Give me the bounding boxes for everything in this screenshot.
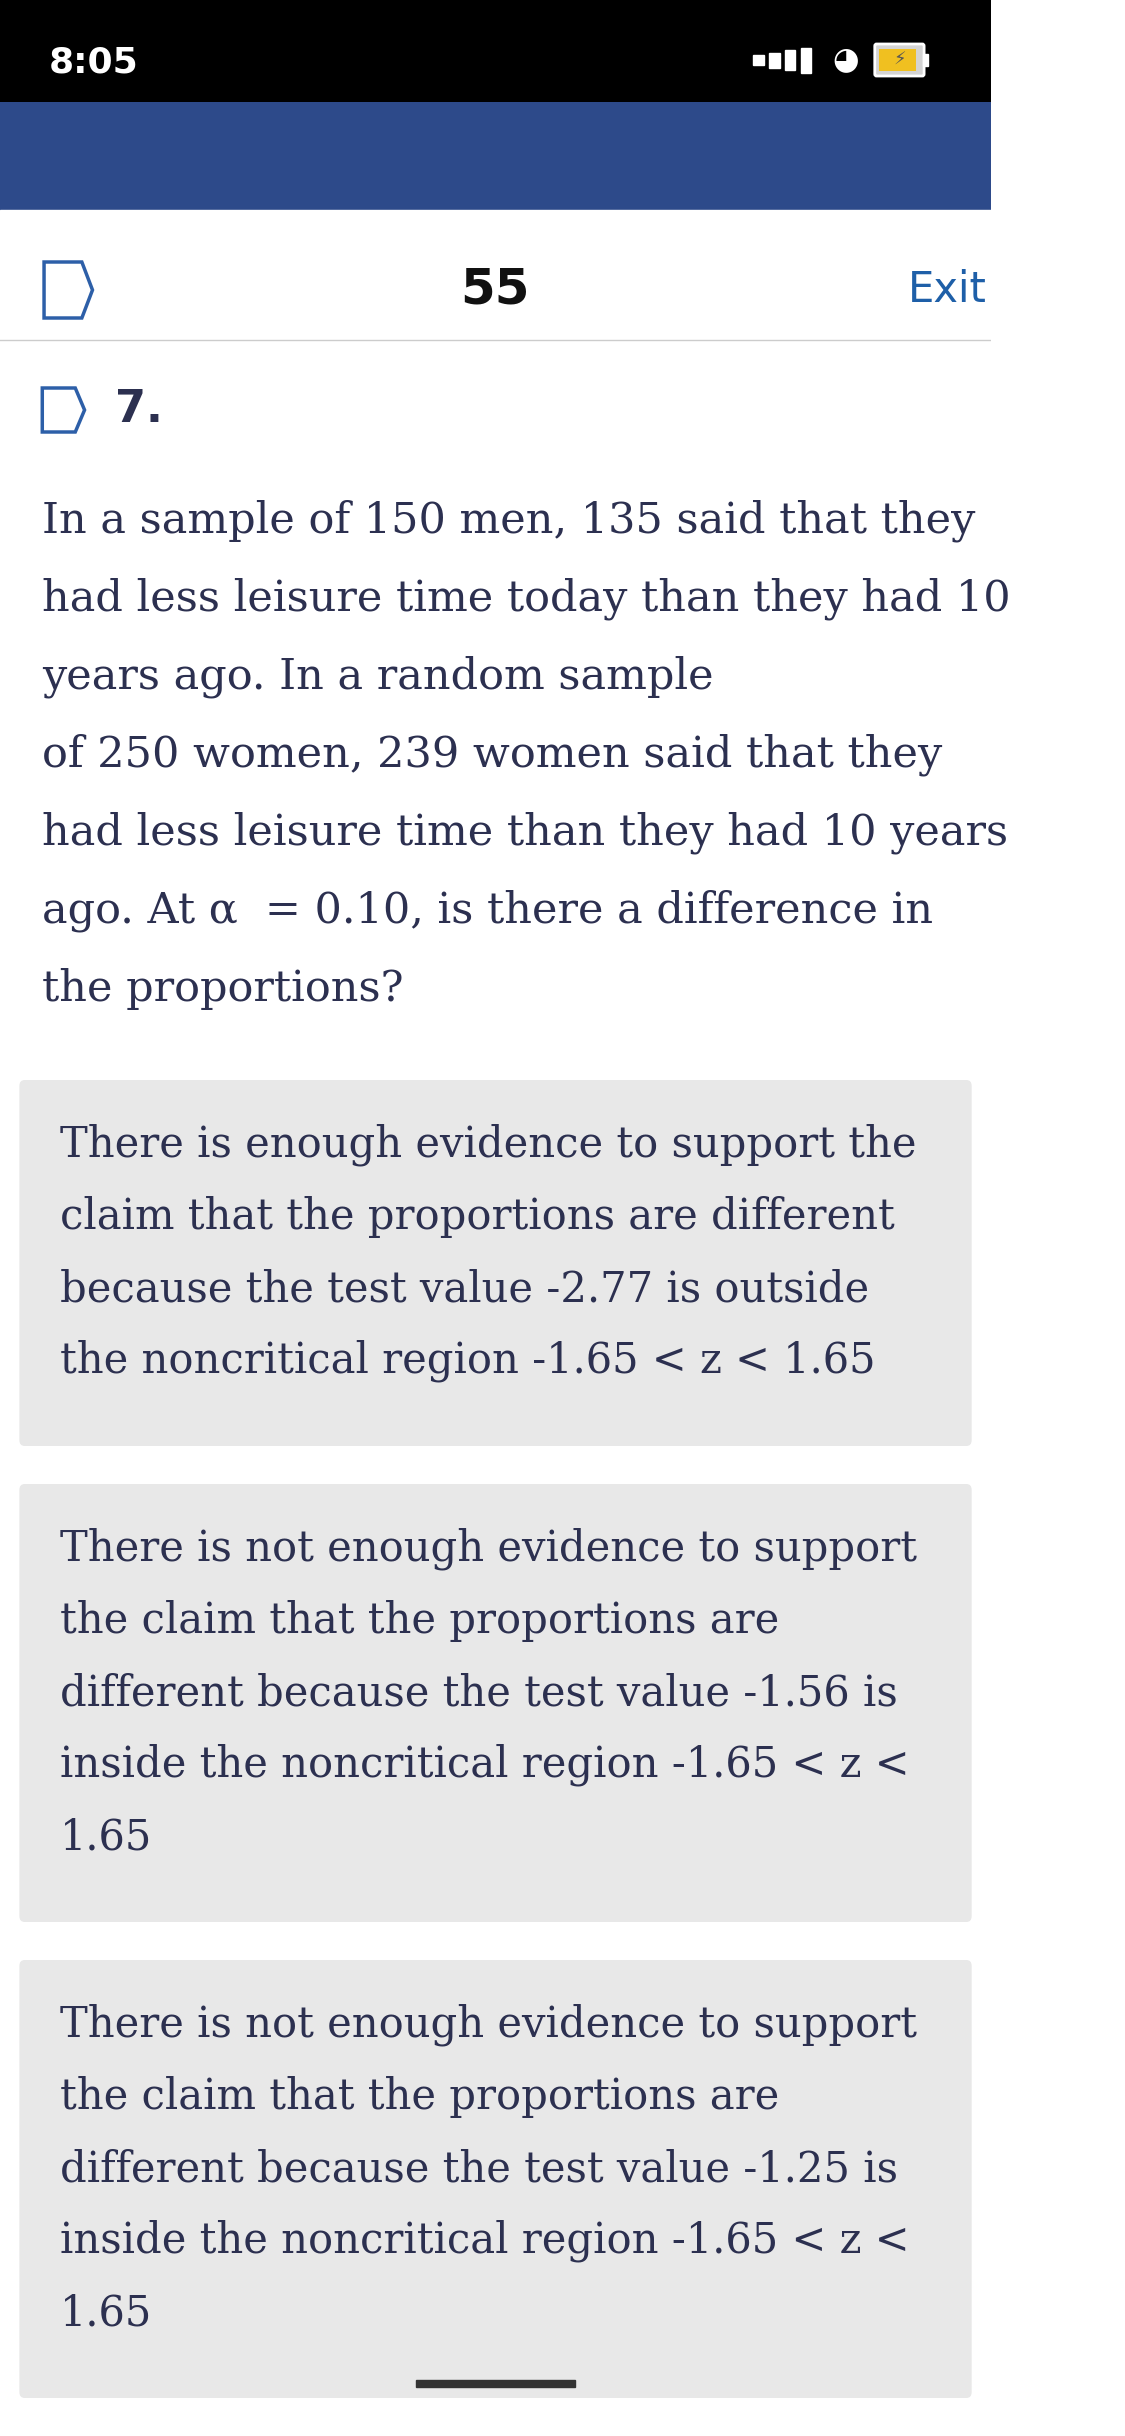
Text: claim that the proportions are different: claim that the proportions are different: [60, 1196, 894, 1237]
Text: inside the noncritical region -1.65 < z <: inside the noncritical region -1.65 < z …: [60, 1744, 909, 1786]
Bar: [754, 56, 764, 66]
Text: 1.65: 1.65: [60, 2292, 152, 2334]
Text: different because the test value -1.25 is: different because the test value -1.25 i…: [60, 2149, 898, 2190]
FancyBboxPatch shape: [875, 44, 924, 76]
FancyBboxPatch shape: [0, 0, 991, 119]
Text: ⚡: ⚡: [893, 51, 906, 68]
Text: There is enough evidence to support the: There is enough evidence to support the: [60, 1123, 917, 1167]
Text: different because the test value -1.56 is: different because the test value -1.56 i…: [60, 1671, 898, 1715]
Text: Exit: Exit: [908, 268, 987, 312]
Text: ◕: ◕: [832, 46, 860, 76]
Bar: [785, 51, 795, 71]
Text: 1.65: 1.65: [60, 1815, 152, 1859]
Text: the proportions?: the proportions?: [43, 967, 404, 1011]
Text: the claim that the proportions are: the claim that the proportions are: [60, 2075, 780, 2117]
Text: years ago. In a random sample: years ago. In a random sample: [43, 655, 714, 699]
FancyBboxPatch shape: [0, 102, 1007, 229]
Text: There is not enough evidence to support: There is not enough evidence to support: [60, 1527, 917, 1571]
Bar: [924, 54, 928, 66]
Text: 7.: 7.: [115, 387, 162, 431]
Text: the noncritical region -1.65 < z < 1.65: the noncritical region -1.65 < z < 1.65: [60, 1340, 875, 1384]
FancyBboxPatch shape: [19, 1961, 972, 2397]
FancyBboxPatch shape: [879, 49, 916, 71]
Text: 55: 55: [460, 266, 530, 314]
FancyBboxPatch shape: [19, 1484, 972, 1922]
Text: There is not enough evidence to support: There is not enough evidence to support: [60, 2005, 917, 2046]
Bar: [0, 119, 991, 166]
Bar: [416, 2380, 575, 2387]
Text: ago. At α  = 0.10, is there a difference in: ago. At α = 0.10, is there a difference …: [43, 889, 934, 933]
Text: of 250 women, 239 women said that they: of 250 women, 239 women said that they: [43, 733, 943, 777]
Text: had less leisure time than they had 10 years: had less leisure time than they had 10 y…: [43, 811, 1008, 855]
Text: inside the noncritical region -1.65 < z <: inside the noncritical region -1.65 < z …: [60, 2219, 909, 2263]
Text: the claim that the proportions are: the claim that the proportions are: [60, 1600, 780, 1642]
Text: because the test value -2.77 is outside: because the test value -2.77 is outside: [60, 1269, 868, 1311]
Bar: [801, 46, 811, 73]
FancyBboxPatch shape: [19, 1079, 972, 1447]
Text: In a sample of 150 men, 135 said that they: In a sample of 150 men, 135 said that th…: [43, 499, 975, 543]
Text: 8:05: 8:05: [48, 46, 138, 80]
Bar: [770, 54, 780, 68]
Text: had less leisure time today than they had 10: had less leisure time today than they ha…: [43, 577, 1011, 621]
